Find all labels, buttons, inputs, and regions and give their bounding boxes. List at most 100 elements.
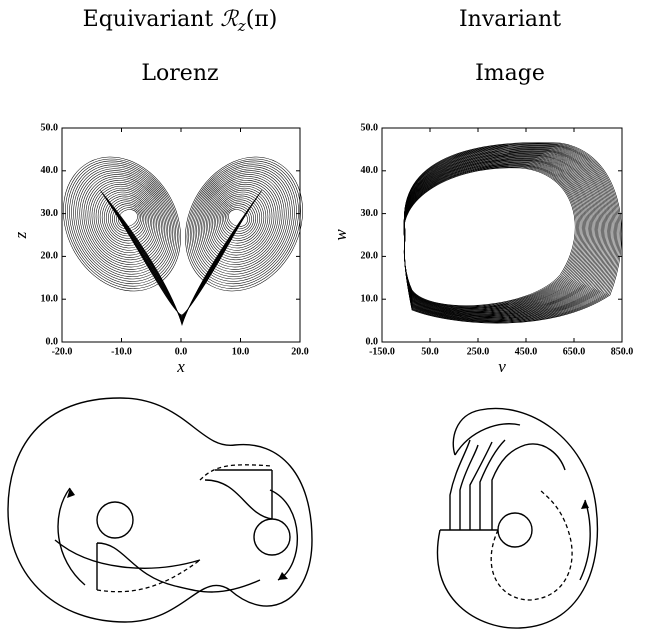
lorenz-template: [7, 397, 313, 623]
plot-frame: [61, 127, 301, 343]
trajectory-loop: [188, 160, 299, 287]
outline: [7, 397, 313, 623]
trajectory-cross: [100, 191, 262, 326]
heading-text: Equivariant: [83, 7, 214, 32]
y-tick-label: 0.0: [366, 336, 379, 347]
y-tick-label: 20.0: [41, 251, 59, 262]
trajectory: [63, 156, 303, 326]
image-template: [436, 407, 599, 629]
trajectory-loop: [112, 203, 143, 234]
y-tick-label: 10.0: [41, 293, 59, 304]
trajectory-cross: [110, 205, 252, 321]
y-axis-label: z: [11, 231, 30, 239]
column-subheading: Image: [475, 61, 545, 86]
trajectory-loop: [73, 166, 173, 280]
x-axis-label: v: [498, 357, 506, 376]
flow-arrow: [269, 489, 298, 581]
trajectory-loop: [194, 168, 291, 277]
hidden-branch: [199, 464, 273, 481]
trajectory-loop: [199, 174, 285, 270]
x-tick-label: 50.0: [421, 346, 439, 357]
trajectory-loop: [226, 207, 250, 230]
y-tick-label: 0.0: [46, 336, 59, 347]
x-tick-label: 10.0: [232, 346, 250, 357]
trajectory-loop: [205, 182, 277, 261]
x-tick-label: -10.0: [111, 346, 132, 357]
heading-argument: (π): [246, 7, 278, 32]
x-tick-label: 850.0: [611, 346, 634, 357]
x-axis-label: x: [176, 357, 185, 376]
trajectory-loop: [204, 180, 279, 263]
trajectory-loop: [110, 201, 145, 237]
flow-arrow: [579, 499, 591, 581]
column-subheading: Lorenz: [141, 61, 218, 86]
arrow-head: [581, 500, 589, 509]
trajectory-loop: [221, 201, 256, 237]
branch: [96, 542, 261, 593]
y-tick-label: 30.0: [361, 208, 379, 219]
hidden-branch: [96, 559, 201, 593]
y-tick-label: 50.0: [361, 122, 379, 133]
flow-arrow: [57, 487, 86, 586]
trajectory-cross: [116, 214, 246, 318]
y-tick-label: 30.0: [41, 208, 59, 219]
trajectory-loop: [189, 162, 297, 285]
heading-symbol: ℛ: [220, 6, 239, 31]
trajectory-cross: [108, 202, 254, 322]
trajectory-cross: [103, 195, 259, 325]
plot-frame: [381, 127, 623, 343]
hole: [497, 512, 533, 548]
y-tick-label: 50.0: [41, 122, 59, 133]
trajectory-loop: [403, 162, 585, 310]
trajectory-loop: [116, 207, 140, 230]
x-tick-label: 450.0: [515, 346, 538, 357]
trajectory-loop: [403, 142, 622, 324]
trajectory-loop: [75, 168, 172, 277]
flow: [54, 539, 201, 569]
trajectory-loop: [197, 172, 287, 273]
trajectory-loop: [201, 176, 283, 268]
trajectory-cross: [106, 200, 256, 323]
trajectory-cross: [102, 193, 260, 325]
x-tick-label: 20.0: [291, 346, 309, 357]
trajectory-loop: [228, 209, 248, 227]
trajectory-cross: [105, 198, 257, 323]
trajectory-loop: [65, 158, 180, 289]
trajectory: [403, 142, 622, 324]
trajectory-cross: [119, 219, 243, 316]
column-heading: Invariant: [459, 7, 561, 32]
trajectory-loop: [223, 203, 254, 234]
trajectory-loop: [71, 164, 175, 282]
branch: [204, 469, 273, 520]
trajectory-loop: [63, 156, 181, 292]
trajectory-loop: [202, 178, 281, 265]
outline: [436, 407, 599, 629]
x-tick-label: 0.0: [175, 346, 188, 357]
hole: [253, 518, 291, 556]
y-tick-label: 20.0: [361, 251, 379, 262]
x-tick-label: 250.0: [467, 346, 490, 357]
x-tick-label: -20.0: [52, 346, 73, 357]
trajectory-loop: [67, 160, 178, 287]
trajectory-loop: [185, 156, 303, 292]
trajectory-loop: [218, 197, 261, 242]
trajectory-loop: [191, 164, 295, 282]
arrow-head: [67, 488, 75, 498]
plots: -20.0 -10.0 0.0 10.0 20.0 0.0 10.0 20.0 30.0 40.0…: [11, 122, 633, 376]
x-tick-label: -150.0: [369, 346, 395, 357]
trajectory-loop: [196, 170, 289, 275]
trajectory-cross: [117, 216, 245, 317]
x-tick-label: 650.0: [563, 346, 586, 357]
trajectory-loop: [108, 199, 146, 239]
trajectory-loop: [118, 209, 138, 227]
y-tick-label: 40.0: [361, 165, 379, 176]
trajectory-loop: [79, 172, 169, 273]
y-tick-label: 40.0: [41, 165, 59, 176]
arrow-head: [278, 572, 288, 580]
y-axis-label: w: [331, 229, 350, 241]
trajectory-loop: [69, 162, 177, 285]
trajectory-loop: [186, 158, 301, 289]
column-heading: Equivariant ℛz(π): [83, 6, 278, 35]
heading-subscript: z: [237, 17, 246, 35]
